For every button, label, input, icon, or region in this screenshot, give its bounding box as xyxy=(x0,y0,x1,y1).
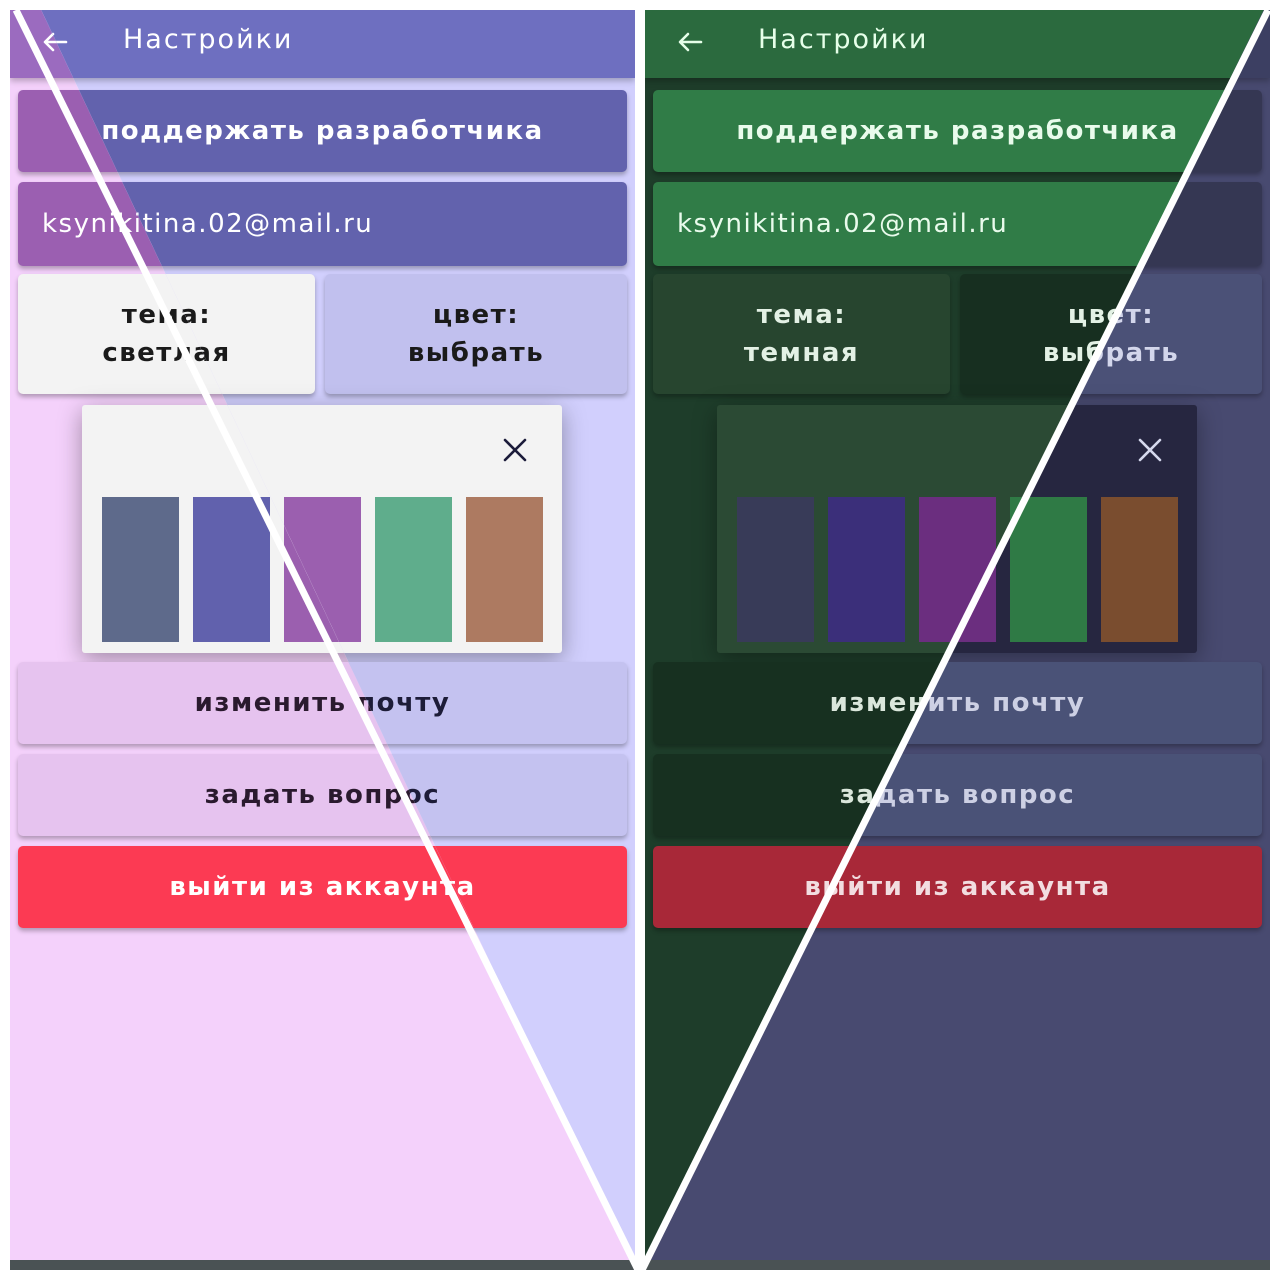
color-swatch-2[interactable] xyxy=(828,497,905,642)
close-icon[interactable] xyxy=(502,437,528,463)
page-title: Настройки xyxy=(123,24,294,55)
color-value: выбрать xyxy=(407,338,545,368)
back-arrow-icon[interactable] xyxy=(675,22,705,62)
color-swatch-5[interactable] xyxy=(1101,497,1178,642)
theme-label: тема: xyxy=(756,300,847,330)
color-swatch-4[interactable] xyxy=(1010,497,1087,642)
close-icon[interactable] xyxy=(1137,437,1163,463)
app-bar: Настройки xyxy=(645,10,1264,78)
color-swatch-2[interactable] xyxy=(193,497,270,642)
color-swatch-1[interactable] xyxy=(102,497,179,642)
theme-toggle-button[interactable]: тема: темная xyxy=(653,274,950,394)
bottom-bar xyxy=(10,1260,635,1270)
color-swatch-5[interactable] xyxy=(466,497,543,642)
page-title: Настройки xyxy=(758,24,929,55)
theme-value: темная xyxy=(743,338,860,368)
dark-theme-screen: Настройки поддержать разработчика ksynik… xyxy=(645,10,1270,1270)
color-label: цвет: xyxy=(432,300,520,330)
bottom-bar xyxy=(645,1260,1270,1270)
light-theme-screen: Настройки поддержать разработчика ksynik… xyxy=(10,10,635,1270)
support-developer-button[interactable]: поддержать разработчика xyxy=(653,90,1262,172)
app-bar: Настройки xyxy=(41,10,635,78)
color-swatch-1[interactable] xyxy=(737,497,814,642)
color-swatch-4[interactable] xyxy=(375,497,452,642)
color-picker-button[interactable]: цвет: выбрать xyxy=(325,274,627,394)
